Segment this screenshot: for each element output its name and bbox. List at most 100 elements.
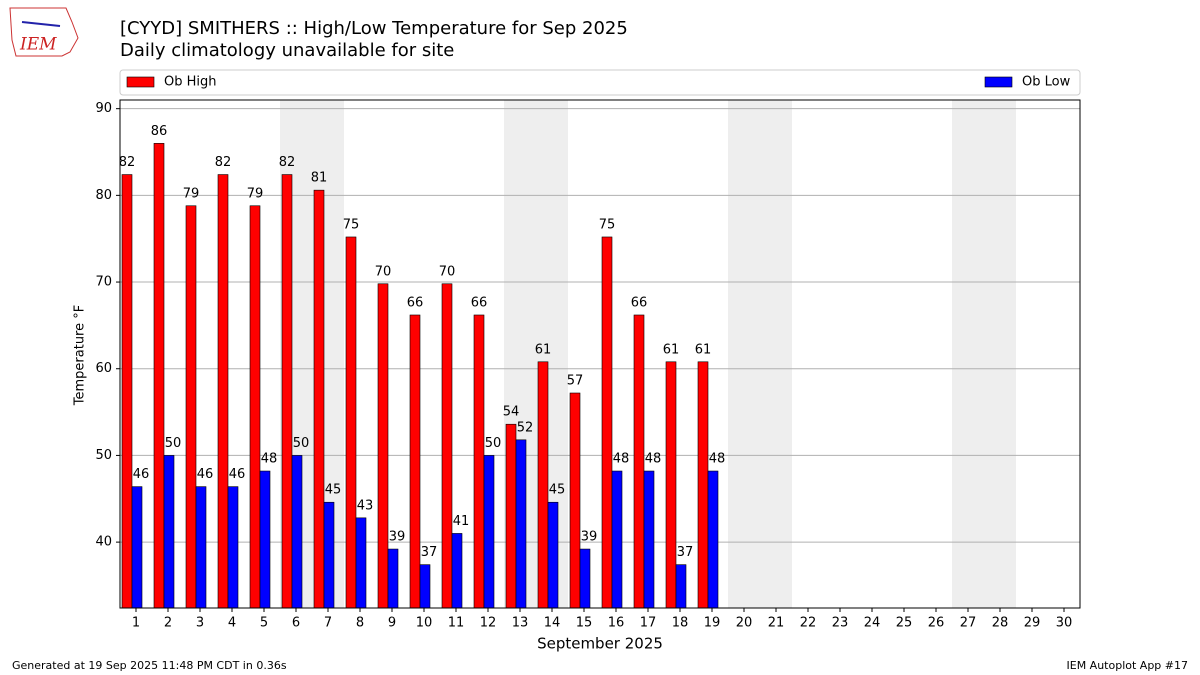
bar [675,564,687,609]
bar [249,205,261,609]
data-label: 37 [677,545,694,560]
data-label: 57 [567,374,584,389]
legend-swatch [126,76,155,88]
data-label: 61 [535,342,552,357]
data-label: 79 [247,186,264,201]
logo: IEM [9,7,79,57]
bar [601,236,613,609]
data-label: 70 [375,264,392,279]
bar [153,143,165,609]
x-tick-label: 21 [768,616,785,631]
data-label: 46 [133,467,150,482]
data-label: 45 [325,483,342,498]
data-label: 82 [215,155,232,170]
bar [377,283,389,609]
data-label: 54 [503,405,520,420]
logo-text: IEM [19,35,57,55]
bar [313,189,325,609]
footer-left: Generated at 19 Sep 2025 11:48 PM CDT in… [12,659,287,672]
x-tick-label: 14 [544,616,561,631]
data-label: 50 [165,436,182,451]
x-tick-label: 13 [512,616,529,631]
bar [579,548,591,609]
data-label: 61 [663,342,680,357]
data-label: 66 [407,295,424,310]
bar [131,486,143,609]
data-label: 46 [197,467,214,482]
legend-label: Ob Low [1022,75,1071,90]
y-tick-label: 50 [95,448,112,463]
data-label: 79 [183,186,200,201]
y-tick-label: 80 [95,188,112,203]
x-tick-label: 1 [132,616,140,631]
y-tick-label: 40 [95,535,112,550]
data-label: 70 [439,264,456,279]
x-tick-label: 29 [1024,616,1041,631]
bar [611,470,623,609]
bar [643,470,655,609]
bar [345,236,357,609]
weekend-shade [760,100,792,608]
y-tick-label: 90 [95,101,112,116]
x-tick-label: 17 [640,616,657,631]
data-label: 41 [453,514,470,529]
data-label: 37 [421,545,438,560]
data-label: 75 [599,217,616,232]
data-label: 50 [293,436,310,451]
bar [355,517,367,609]
x-tick-label: 26 [928,616,945,631]
x-tick-label: 4 [228,616,236,631]
bar [387,548,399,609]
data-label: 81 [311,171,328,186]
bar [185,205,197,609]
bar [441,283,453,609]
legend-swatch [984,76,1013,88]
bar [483,455,495,609]
bar [259,470,271,609]
bar [121,174,133,609]
bar [419,564,431,609]
footer-right: IEM Autoplot App #17 [1067,659,1189,672]
bar [697,361,709,609]
x-tick-label: 18 [672,616,689,631]
x-tick-label: 15 [576,616,593,631]
x-tick-label: 30 [1056,616,1073,631]
chart-subtitle: Daily climatology unavailable for site [120,40,454,61]
data-label: 48 [613,452,630,467]
data-label: 48 [709,452,726,467]
bar [323,501,335,609]
data-label: 43 [357,498,374,513]
bar [409,314,421,609]
weekend-shade [952,100,984,608]
data-label: 75 [343,217,360,232]
data-label: 45 [549,483,566,498]
x-tick-label: 3 [196,616,204,631]
x-tick-label: 22 [800,616,817,631]
data-label: 61 [695,342,712,357]
x-tick-label: 24 [864,616,881,631]
data-label: 52 [517,420,534,435]
x-tick-label: 8 [356,616,364,631]
bar [547,501,559,609]
bar [195,486,207,609]
bar [569,392,581,609]
data-label: 66 [471,295,488,310]
bar [505,423,517,609]
x-tick-label: 16 [608,616,625,631]
data-label: 82 [119,155,136,170]
y-axis-label: Temperature °F [73,305,88,406]
legend-label: Ob High [164,75,217,90]
x-tick-label: 23 [832,616,849,631]
bar [227,486,239,609]
data-label: 48 [645,452,662,467]
data-label: 86 [151,124,168,139]
y-tick-label: 70 [95,275,112,290]
x-tick-label: 5 [260,616,268,631]
data-label: 39 [581,530,598,545]
bar [281,174,293,609]
data-label: 50 [485,436,502,451]
bar [515,439,527,609]
x-tick-label: 2 [164,616,172,631]
x-tick-label: 20 [736,616,753,631]
